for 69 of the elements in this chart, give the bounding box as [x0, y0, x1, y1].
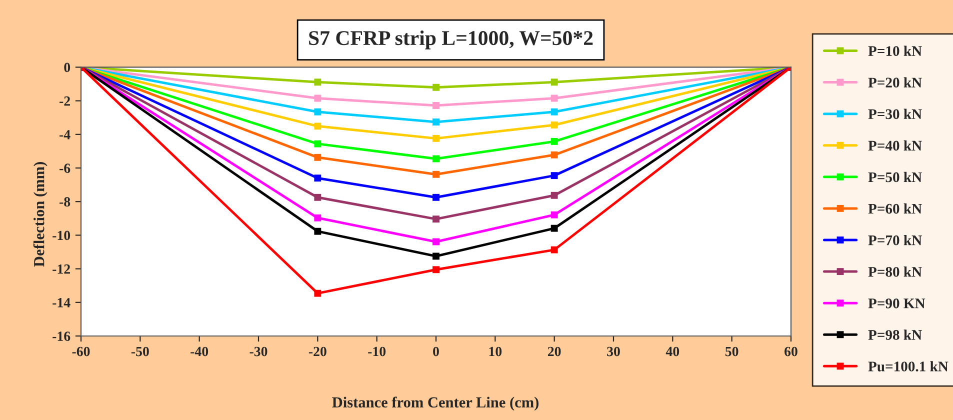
point: [550, 122, 558, 128]
point: [432, 266, 440, 274]
point: [314, 94, 322, 102]
y-tick-label: -6: [60, 164, 70, 173]
x-tick-label: 40: [666, 346, 680, 356]
x-tick-label: -60: [72, 346, 90, 356]
x-tick-label: 50: [725, 346, 738, 356]
y-tick-label: -10: [52, 230, 70, 240]
point: [314, 174, 322, 182]
y-tick-label: -8: [60, 197, 70, 207]
x-tick-label: 20: [548, 346, 561, 356]
legend-label: P=60 kN: [868, 203, 922, 214]
x-tick-label: 0: [433, 346, 439, 356]
point: [550, 224, 558, 232]
legend-label: P=10 kN: [868, 46, 922, 56]
point: [314, 214, 322, 222]
point: [432, 155, 440, 162]
point: [314, 108, 322, 116]
point: [550, 192, 558, 199]
x-tick-label: -30: [250, 346, 268, 356]
x-tick-label: -20: [308, 346, 326, 356]
y-tick-label: 0: [64, 62, 70, 72]
point: [432, 84, 440, 91]
point: [432, 252, 440, 260]
point: [550, 172, 558, 180]
point: [550, 78, 558, 86]
point: [550, 151, 558, 158]
legend-label: P=70 kN: [868, 234, 922, 246]
point: [314, 290, 322, 297]
point: [432, 194, 440, 201]
x-tick-label: 60: [784, 346, 798, 356]
point: [432, 118, 440, 126]
point: [550, 108, 558, 116]
x-tick-label: -50: [131, 346, 149, 356]
legend-label: P=98 kN: [868, 330, 922, 340]
legend-label: Pu=100.1 kN: [868, 361, 948, 372]
y-tick-label: -14: [52, 298, 70, 308]
point: [432, 216, 440, 223]
chart-title: S7 CFRP strip L=1000, W=50*2: [309, 30, 593, 50]
point: [550, 94, 558, 102]
point: [550, 138, 558, 145]
y-tick-label: -12: [52, 264, 70, 274]
y-tick-label: -4: [60, 130, 70, 140]
y-axis-title: Deflection (mm): [33, 162, 48, 267]
legend-label: P=20 kN: [868, 77, 922, 88]
point: [314, 154, 322, 161]
legend-label: P=50 kN: [868, 172, 922, 182]
point: [314, 140, 322, 148]
point: [314, 122, 322, 130]
x-tick-label: 10: [489, 346, 502, 356]
point: [432, 102, 440, 109]
point: [314, 194, 322, 201]
legend-label: P=30 kN: [868, 108, 922, 120]
legend-label: P=40 kN: [868, 140, 922, 151]
point: [432, 134, 440, 142]
x-tick-label: 30: [607, 346, 620, 356]
point: [314, 78, 322, 86]
point: [550, 246, 558, 254]
legend-label: P=80 kN: [868, 266, 922, 277]
y-tick-label: -16: [52, 332, 70, 341]
point: [432, 238, 440, 246]
point: [432, 170, 440, 178]
point: [550, 211, 558, 218]
legend-label: P=90 KN: [868, 298, 926, 308]
x-axis-title: Distance from Center Line (cm): [332, 396, 539, 411]
x-tick-label: -40: [190, 346, 208, 356]
y-tick-label: -2: [60, 96, 70, 106]
x-tick-label: -10: [368, 346, 386, 356]
point: [314, 228, 322, 235]
